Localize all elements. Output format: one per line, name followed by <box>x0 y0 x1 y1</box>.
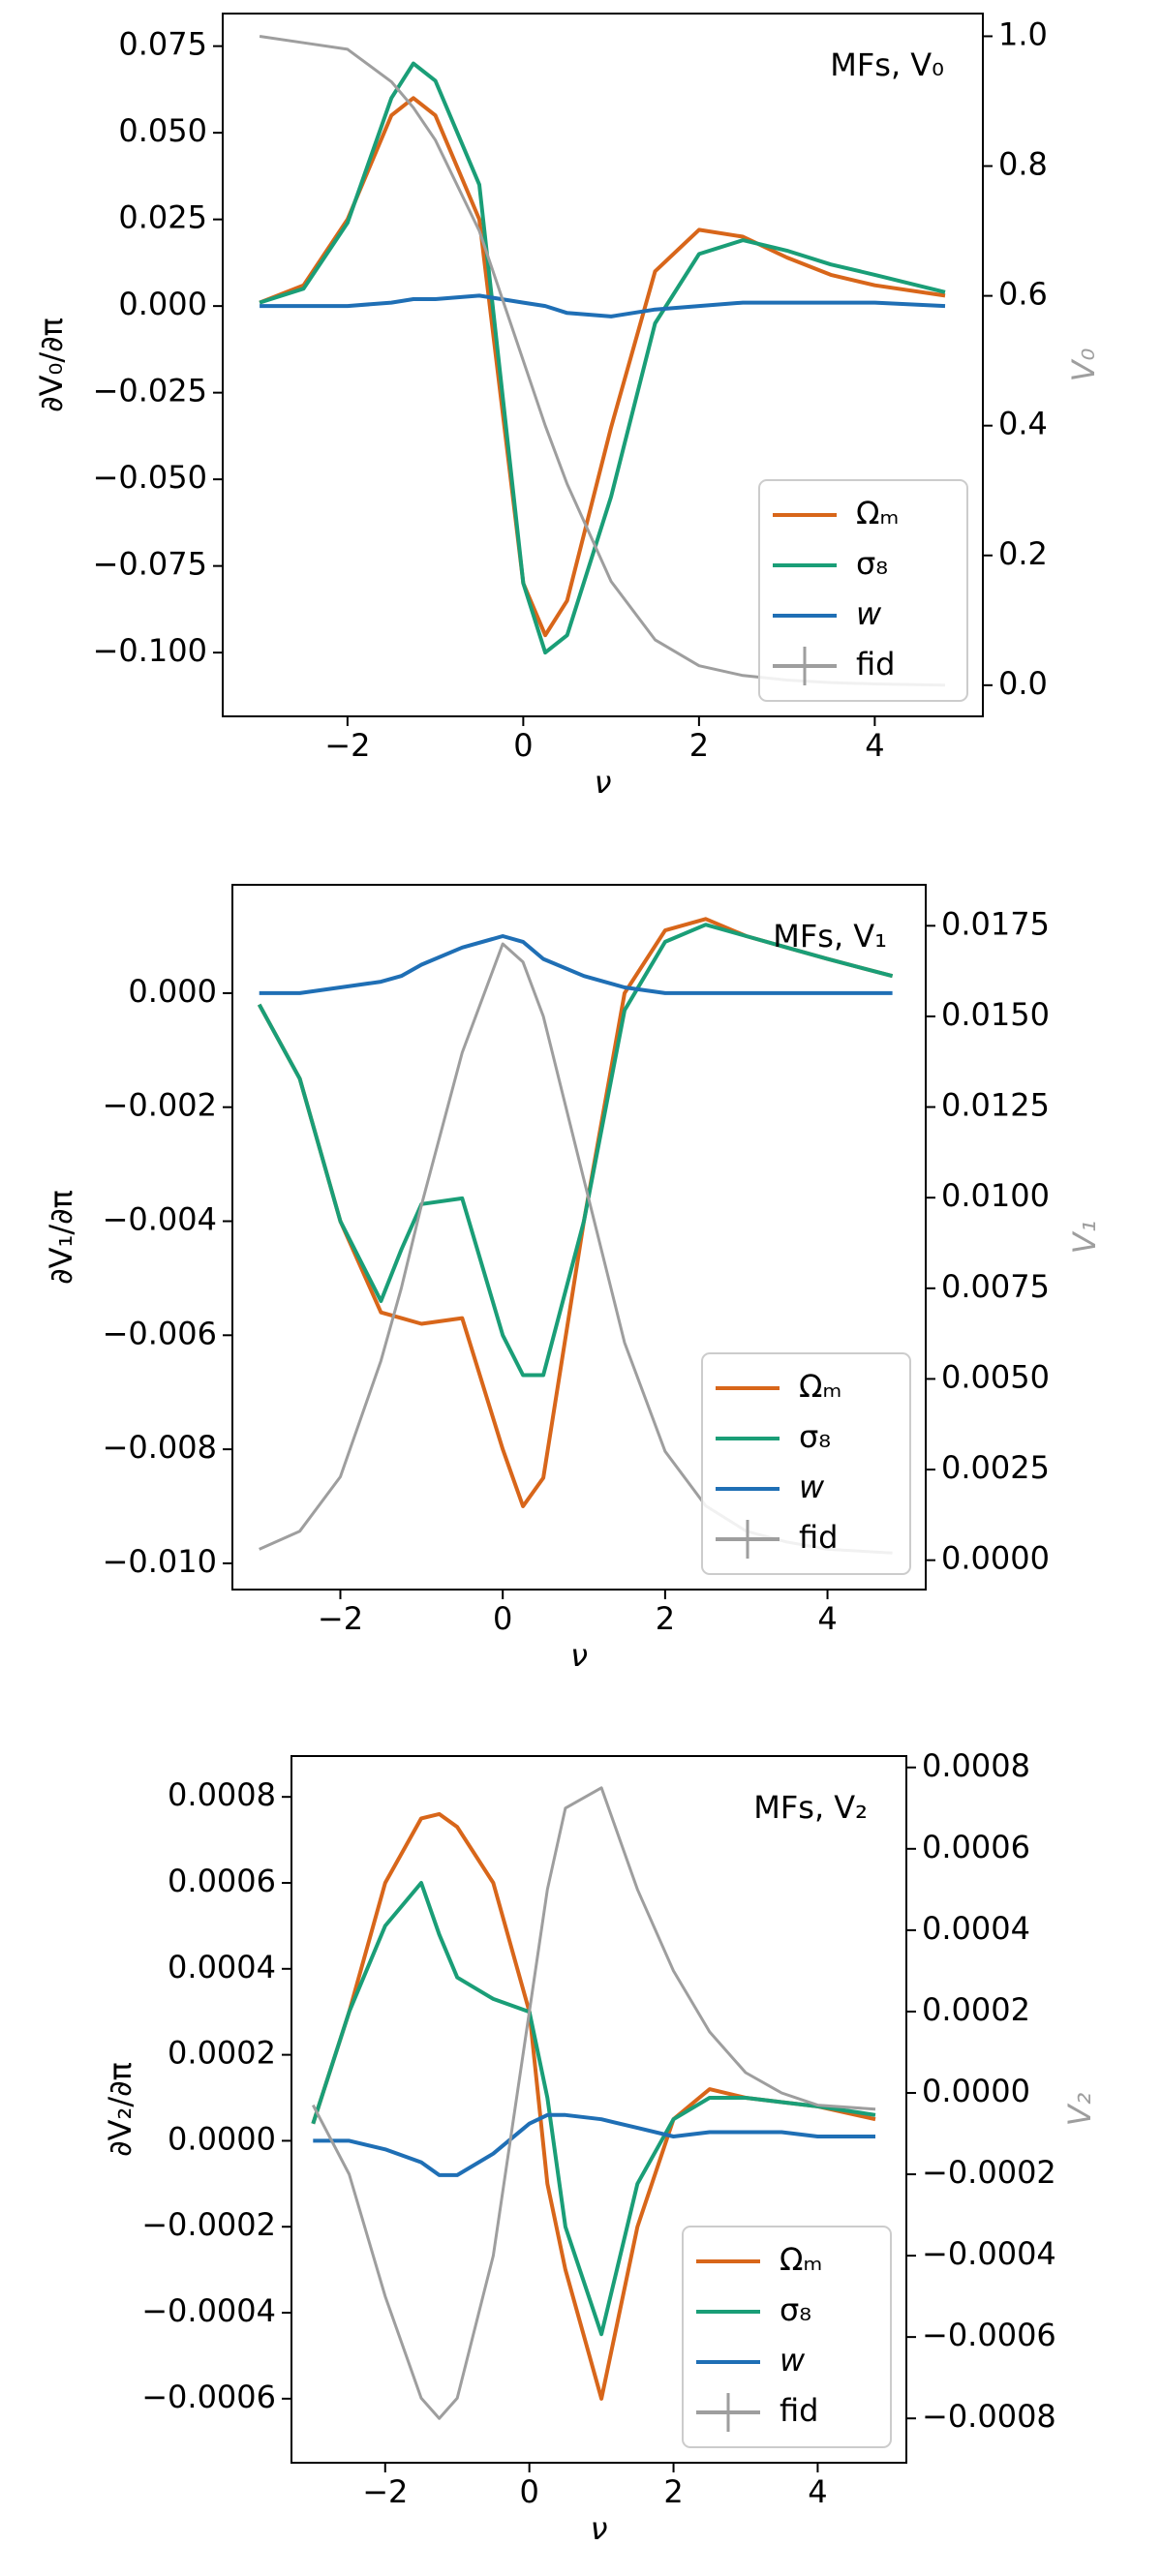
y2-axis-label: V₁ <box>1066 1221 1103 1255</box>
y2-tick-label: 0.0006 <box>922 1829 1030 1865</box>
x-tick-label: 4 <box>808 2473 827 2510</box>
x-tick-label: −2 <box>318 1600 363 1637</box>
y-tick-label: 0.075 <box>118 26 207 63</box>
y-tick-label: −0.050 <box>93 459 207 496</box>
x-tick-label: 0 <box>493 1600 512 1637</box>
y2-tick-label: −0.0008 <box>922 2398 1056 2435</box>
y-tick-label: −0.0006 <box>141 2379 276 2415</box>
y2-tick-label: 0.6 <box>998 276 1048 313</box>
y-tick-label: −0.002 <box>103 1087 217 1124</box>
y-tick-label: 0.0002 <box>168 2035 276 2072</box>
y2-tick-label: 0.0025 <box>941 1449 1050 1486</box>
y-tick-label: 0.000 <box>128 973 217 1010</box>
axes-frame <box>231 884 927 1591</box>
y-tick-label: 0.000 <box>118 286 207 322</box>
legend-label: Ωₘ <box>780 2241 822 2278</box>
y2-tick-label: 0.0002 <box>922 1991 1030 2028</box>
y-tick-label: −0.025 <box>93 373 207 409</box>
legend-box <box>758 479 968 702</box>
y-tick-label: 0.0000 <box>168 2120 276 2157</box>
series-line <box>260 293 946 318</box>
y-tick-label: −0.100 <box>93 632 207 669</box>
x-axis-label: ν <box>595 764 612 801</box>
y-tick-label: 0.0004 <box>168 1949 276 1985</box>
y-axis-label: ∂V₀/∂π <box>33 318 70 412</box>
series-line <box>259 934 893 995</box>
annotation: MFs, V₁ <box>773 918 887 955</box>
x-tick-label: 2 <box>656 1600 675 1637</box>
y-tick-label: −0.0004 <box>141 2292 276 2329</box>
series-line <box>257 923 894 1378</box>
legend-label: fid <box>856 646 895 682</box>
y-tick-label: −0.006 <box>103 1315 217 1351</box>
axes-frame <box>222 13 984 717</box>
series-line <box>259 61 946 655</box>
y2-tick-label: 0.0000 <box>922 2073 1030 2109</box>
legend-label: σ₈ <box>856 545 888 582</box>
legend-label: σ₈ <box>799 1418 831 1455</box>
legend-box <box>701 1352 911 1575</box>
annotation: MFs, V₂ <box>753 1789 868 1826</box>
legend-label: w <box>799 1469 825 1505</box>
y2-tick-label: 0.2 <box>998 535 1048 572</box>
y2-tick-label: 0.0150 <box>941 996 1050 1033</box>
legend-label: Ωₘ <box>856 495 899 531</box>
y-tick-label: −0.0002 <box>141 2206 276 2243</box>
x-tick-label: 0 <box>513 727 533 764</box>
y2-tick-label: 0.0008 <box>922 1747 1030 1784</box>
x-tick-label: 2 <box>663 2473 683 2510</box>
panel: −2 0 2 4 −0.0006 −0.0004 −0.0002 0.0000 0.0002 0.… <box>102 1747 1098 2547</box>
y2-tick-label: −0.0002 <box>922 2154 1056 2191</box>
series-line <box>313 2112 875 2177</box>
y2-tick-label: −0.0006 <box>922 2317 1056 2353</box>
y2-tick-label: 0.0175 <box>941 905 1050 942</box>
y2-tick-label: −0.0004 <box>922 2235 1056 2272</box>
y2-tick-label: 0.8 <box>998 146 1048 183</box>
y-tick-label: 0.0006 <box>168 1863 276 1899</box>
y-axis-label: ∂V₂/∂π <box>102 2062 138 2157</box>
legend-label: fid <box>799 1519 838 1556</box>
y2-tick-label: 0.0050 <box>941 1358 1050 1395</box>
series-line <box>259 96 946 638</box>
x-tick-label: −2 <box>324 727 370 764</box>
y-tick-label: 0.050 <box>118 112 207 149</box>
legend-label: w <box>780 2342 806 2379</box>
x-tick-label: 0 <box>519 2473 538 2510</box>
x-axis-label: ν <box>591 2510 608 2547</box>
x-tick-label: 2 <box>689 727 709 764</box>
y2-tick-label: 0.0000 <box>941 1540 1050 1577</box>
axes-frame <box>290 1755 907 2464</box>
x-tick-label: 4 <box>865 727 884 764</box>
y2-tick-label: 0.4 <box>998 406 1048 442</box>
legend-label: Ωₘ <box>799 1368 841 1405</box>
y2-tick-label: 1.0 <box>998 15 1048 52</box>
y-tick-label: 0.0008 <box>168 1776 276 1813</box>
y2-axis-label: V₀ <box>1065 348 1102 381</box>
x-axis-label: ν <box>570 1637 588 1674</box>
y2-tick-label: 0.0 <box>998 665 1048 702</box>
y2-tick-label: 0.0004 <box>922 1910 1030 1947</box>
y2-tick-label: 0.0075 <box>941 1268 1050 1305</box>
panel: −2 0 2 4 −0.010 −0.008 −0.006 −0.004 −0.002 0.000… <box>43 884 1103 1674</box>
series-line <box>311 1881 876 2337</box>
y-tick-label: −0.004 <box>103 1201 217 1238</box>
legend-label: σ₈ <box>780 2291 811 2328</box>
panel: −2 0 2 4 −0.100 −0.075 −0.050 −0.025 0.000 0.025 0… <box>33 13 1102 801</box>
y2-tick-label: 0.0100 <box>941 1177 1050 1214</box>
y2-tick-label: 0.0125 <box>941 1087 1050 1124</box>
y2-axis-label: V₂ <box>1061 2092 1098 2126</box>
legend-box <box>682 2226 892 2448</box>
x-tick-label: −2 <box>362 2473 408 2510</box>
y-tick-label: −0.008 <box>103 1429 217 1466</box>
y-tick-label: −0.075 <box>93 546 207 583</box>
y-axis-label: ∂V₁/∂π <box>43 1190 79 1285</box>
series-line <box>311 1786 876 2420</box>
legend-label: fid <box>780 2392 818 2429</box>
y-tick-label: −0.010 <box>103 1543 217 1580</box>
x-tick-label: 4 <box>817 1600 837 1637</box>
legend-label: w <box>856 595 882 632</box>
annotation: MFs, V₀ <box>830 46 944 83</box>
y-tick-label: 0.025 <box>118 199 207 236</box>
